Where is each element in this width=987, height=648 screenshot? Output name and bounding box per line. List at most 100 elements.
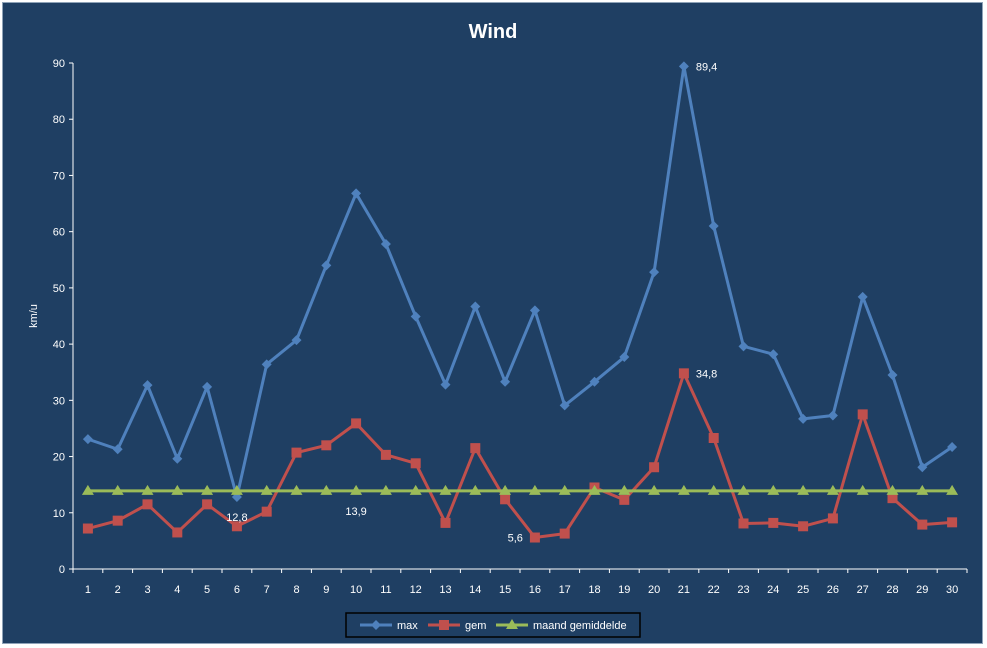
x-tick-label: 29: [916, 584, 928, 596]
data-point: [320, 484, 333, 495]
y-tick-label: 0: [59, 564, 65, 576]
x-tick-label: 1: [85, 584, 91, 596]
y-tick-label: 60: [53, 227, 65, 239]
data-point: [470, 443, 481, 454]
y-tick-label: 30: [53, 395, 65, 407]
y-tick-label: 70: [53, 170, 65, 182]
data-point: [797, 484, 810, 495]
data-point: [528, 484, 541, 495]
y-axis-label: km/u: [28, 304, 40, 328]
data-point: [230, 484, 243, 495]
data-point: [440, 517, 451, 528]
series-layer: [81, 61, 959, 543]
x-tick-label: 12: [410, 584, 422, 596]
data-point: [916, 484, 929, 495]
data-point: [707, 484, 720, 495]
data-point: [142, 380, 153, 391]
data-point: [618, 484, 631, 495]
legend-item-max: max: [360, 620, 418, 632]
x-tick-label: 10: [350, 584, 362, 596]
x-tick-label: 13: [439, 584, 451, 596]
data-label: 5,6: [508, 533, 523, 545]
data-point: [201, 484, 214, 495]
data-point: [469, 484, 482, 495]
legend-box: [345, 612, 641, 638]
x-tick-label: 11: [380, 584, 391, 596]
data-point: [558, 484, 571, 495]
data-point: [231, 521, 242, 532]
y-tick-label: 20: [53, 452, 65, 464]
data-point: [172, 527, 183, 538]
legend-swatch-marker: [439, 620, 449, 630]
data-point: [767, 484, 780, 495]
x-tick-label: 6: [234, 584, 240, 596]
data-point: [559, 528, 570, 539]
data-point: [798, 521, 809, 532]
series-maand-gemiddelde: [81, 484, 959, 495]
x-tick-label: 26: [827, 584, 839, 596]
data-point: [857, 409, 868, 420]
data-point: [886, 484, 899, 495]
data-point: [82, 523, 93, 534]
data-point: [379, 484, 392, 495]
series-line: [87, 64, 953, 499]
data-point: [678, 368, 689, 379]
data-point: [82, 434, 93, 445]
data-point: [81, 484, 94, 495]
data-point: [887, 370, 898, 381]
data-point: [529, 305, 540, 316]
data-point: [380, 449, 391, 460]
data-point: [649, 267, 660, 278]
chart-title: Wind: [469, 21, 518, 43]
legend-label: max: [397, 620, 418, 632]
data-point: [619, 494, 630, 505]
legend-item-maand-gemiddelde: maand gemiddelde: [496, 619, 627, 632]
data-label: 12,8: [226, 512, 247, 524]
data-point: [470, 301, 481, 312]
x-tick-label: 28: [886, 584, 898, 596]
data-point: [261, 506, 272, 517]
data-point: [827, 513, 838, 524]
data-point: [619, 352, 630, 363]
legend-label: maand gemiddelde: [533, 620, 627, 632]
data-point: [291, 447, 302, 458]
data-point: [768, 349, 779, 360]
data-point: [142, 499, 153, 510]
data-point: [737, 484, 750, 495]
y-tick-label: 50: [53, 283, 65, 295]
x-tick-label: 3: [144, 584, 150, 596]
data-point: [500, 376, 511, 387]
data-point: [290, 484, 303, 495]
data-point: [529, 532, 540, 543]
data-point: [499, 484, 512, 495]
x-tick-label: 2: [115, 584, 121, 596]
data-label: 89,4: [696, 61, 717, 73]
x-tick-label: 23: [737, 584, 749, 596]
x-tick-label: 24: [767, 584, 779, 596]
data-point: [947, 517, 958, 528]
data-point: [857, 291, 868, 302]
data-point: [321, 440, 332, 451]
x-tick-label: 25: [797, 584, 809, 596]
data-point: [410, 458, 421, 469]
data-point: [112, 444, 123, 455]
x-tick-label: 27: [857, 584, 869, 596]
data-point: [380, 239, 391, 250]
legend-swatch-marker: [371, 620, 381, 630]
data-point: [440, 379, 451, 390]
data-point: [946, 484, 959, 495]
data-point: [708, 433, 719, 444]
x-tick-label: 9: [323, 584, 329, 596]
data-point: [588, 484, 601, 495]
legend: max gem maand gemiddelde: [345, 612, 641, 638]
data-point: [678, 61, 689, 72]
data-point: [917, 519, 928, 530]
legend-label: gem: [465, 620, 486, 632]
data-point: [798, 413, 809, 424]
legend-swatch-marker: [506, 619, 518, 629]
x-tick-label: 30: [946, 584, 958, 596]
data-point: [351, 418, 362, 429]
data-point: [111, 484, 124, 495]
